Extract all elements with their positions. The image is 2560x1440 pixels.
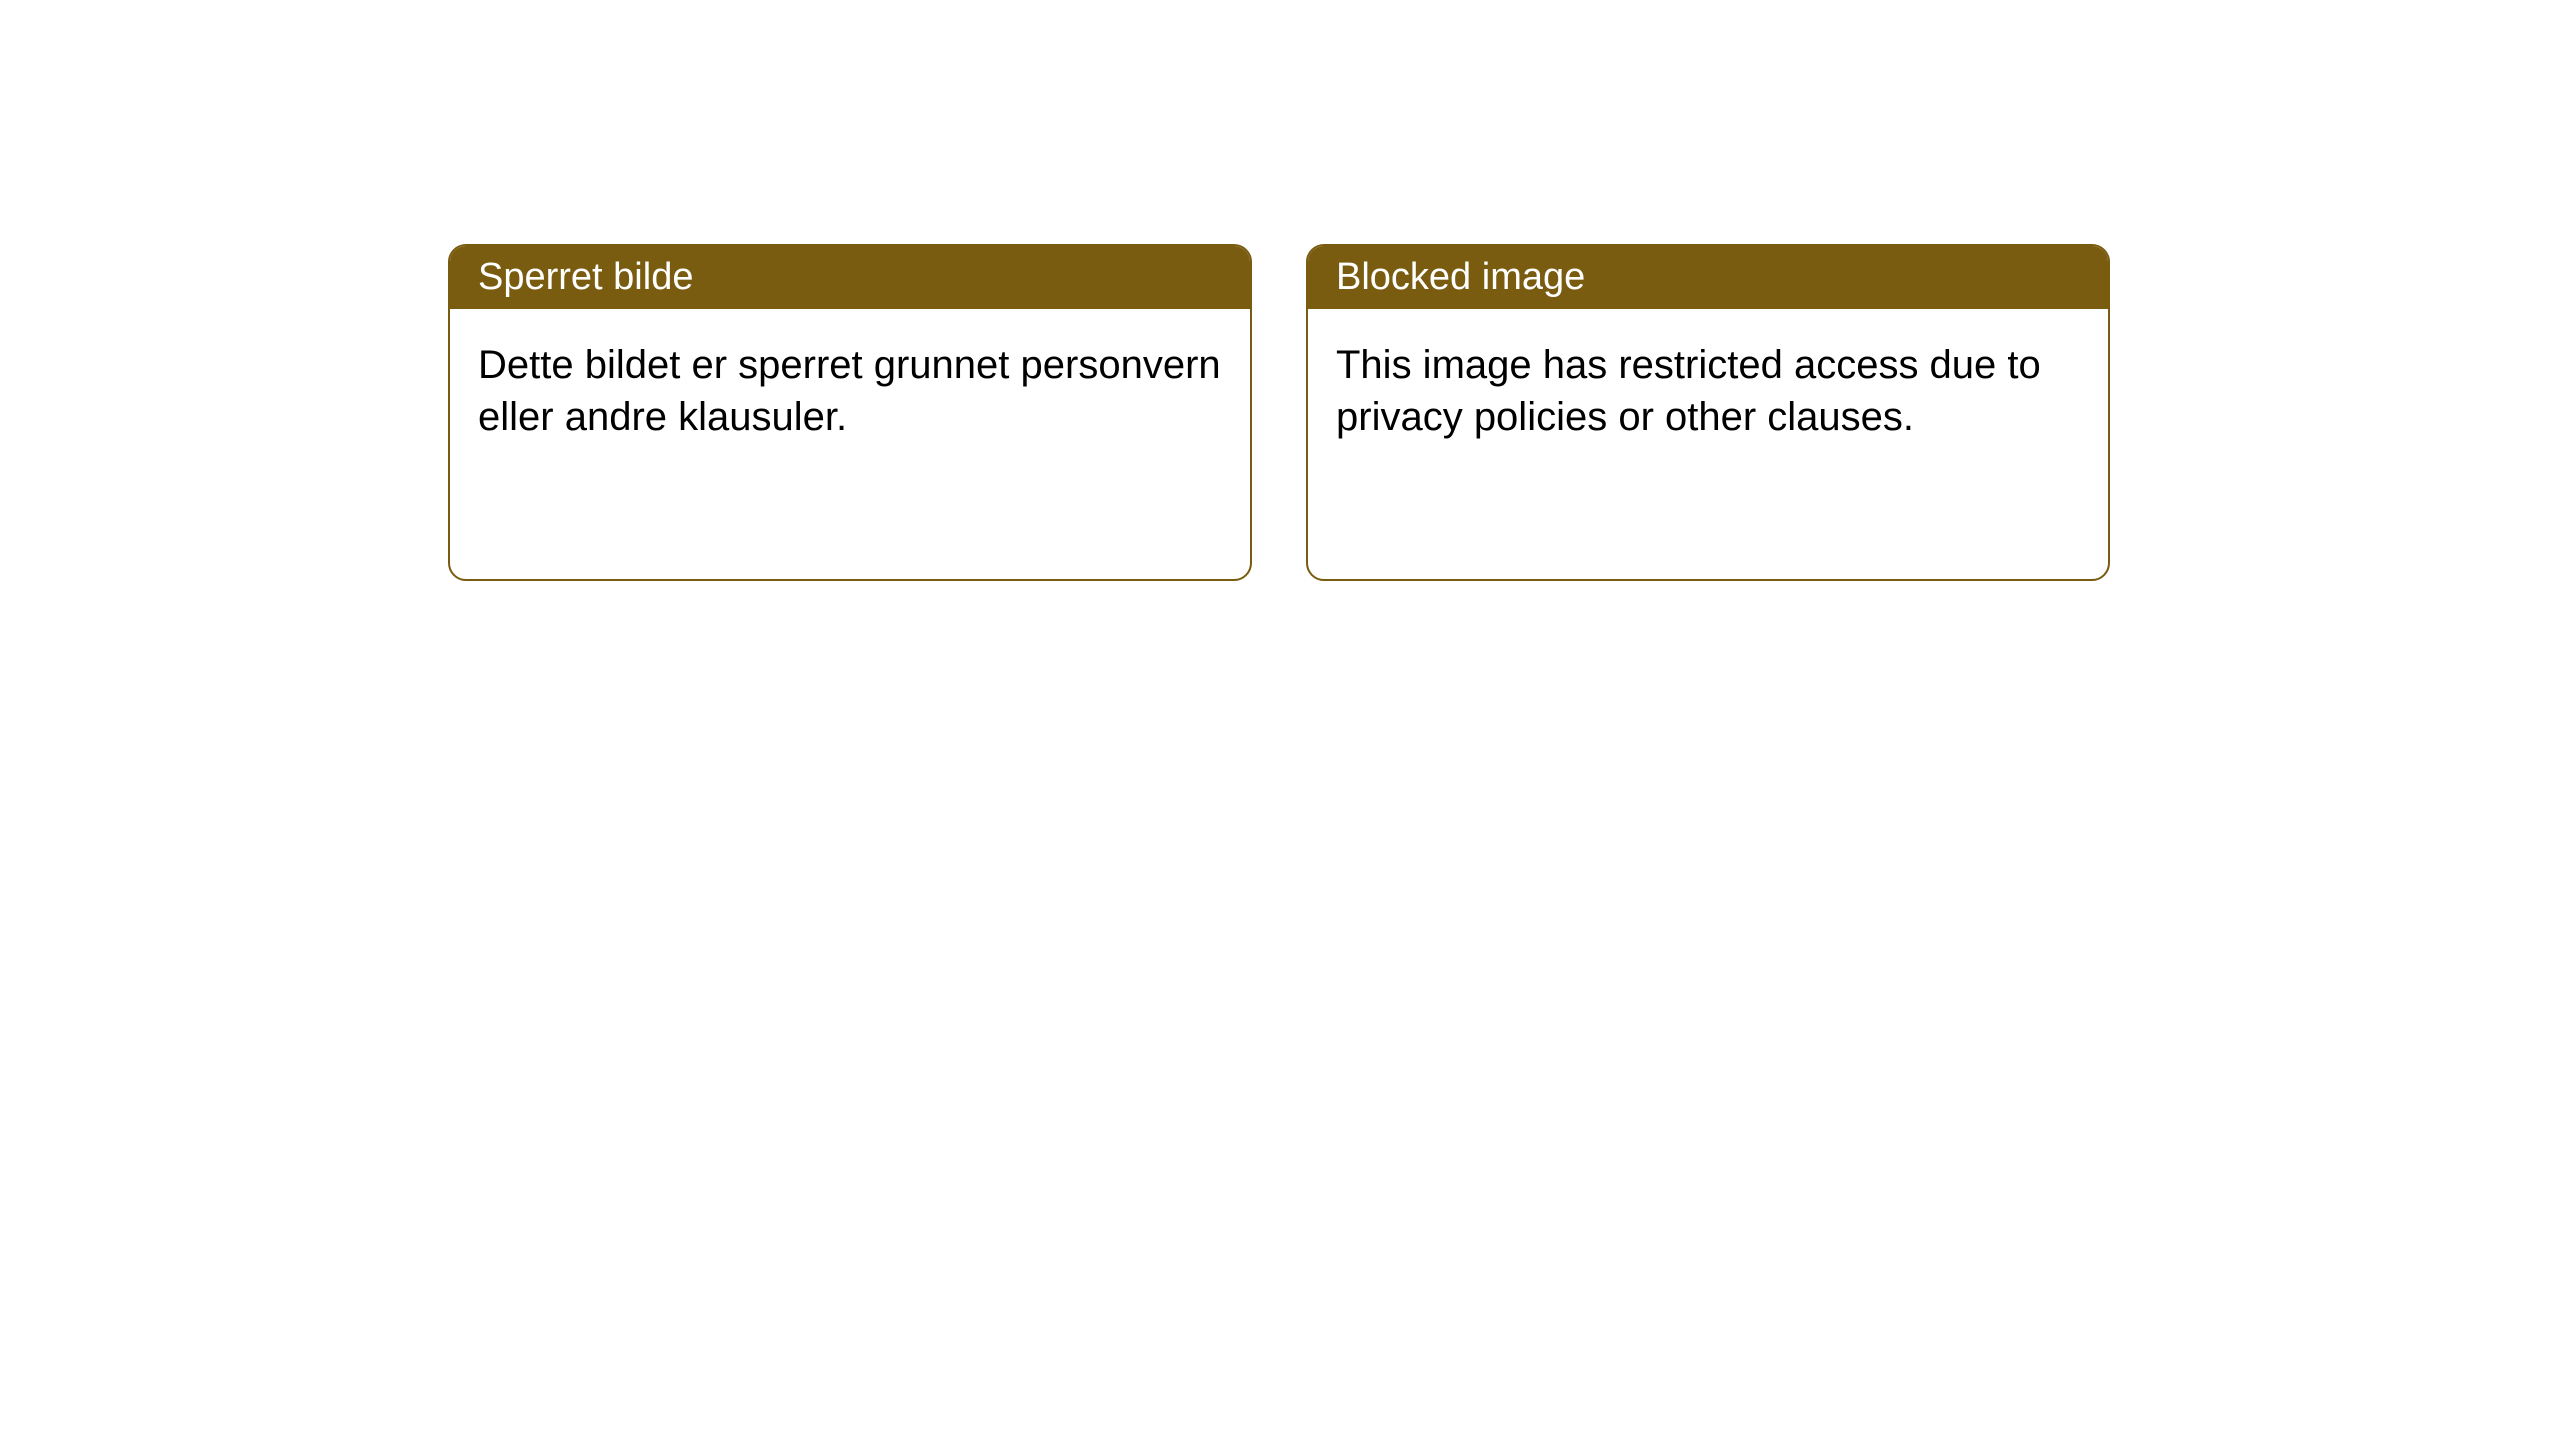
notice-card-body: This image has restricted access due to … <box>1308 309 2108 579</box>
notice-card-header: Sperret bilde <box>450 246 1250 309</box>
notice-title: Sperret bilde <box>478 256 693 298</box>
notice-message: This image has restricted access due to … <box>1336 339 2080 443</box>
notice-container: Sperret bilde Dette bildet er sperret gr… <box>0 0 2560 581</box>
notice-title: Blocked image <box>1336 256 1585 298</box>
notice-card-body: Dette bildet er sperret grunnet personve… <box>450 309 1250 579</box>
notice-card-norwegian: Sperret bilde Dette bildet er sperret gr… <box>448 244 1252 581</box>
notice-message: Dette bildet er sperret grunnet personve… <box>478 339 1222 443</box>
notice-card-header: Blocked image <box>1308 246 2108 309</box>
notice-card-english: Blocked image This image has restricted … <box>1306 244 2110 581</box>
